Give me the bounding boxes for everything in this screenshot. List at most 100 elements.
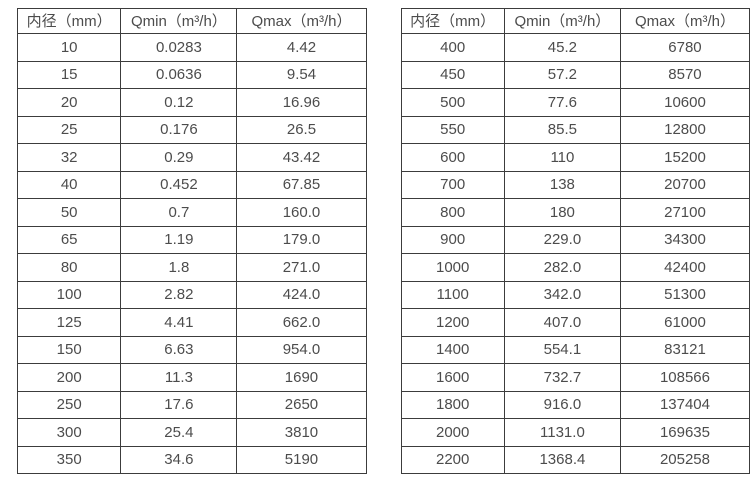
table-cell: 42400 (619, 253, 750, 282)
column-header: 内径（mm） (16, 8, 122, 34)
table-cell: 26.5 (236, 115, 367, 144)
table-cell: 85.5 (503, 115, 621, 144)
table-cell: 2650 (236, 390, 367, 419)
table-row: 80 1.8 271.0 (16, 253, 367, 282)
table-cell: 1690 (236, 363, 367, 392)
table-cell: 57.2 (503, 60, 621, 89)
table-row: 1000 282.0 42400 (400, 253, 750, 282)
table-cell: 0.452 (120, 170, 238, 199)
table-cell: 20 (16, 88, 122, 117)
table-cell: 83121 (619, 335, 750, 364)
table-cell: 138 (503, 170, 621, 199)
header-row: 内径（mm） Qmin（m³/h） Qmax（m³/h） (16, 8, 367, 34)
table-row: 450 57.2 8570 (400, 60, 750, 89)
table-cell: 732.7 (503, 363, 621, 392)
table-cell: 424.0 (236, 280, 367, 309)
table-cell: 342.0 (503, 280, 621, 309)
table-cell: 662.0 (236, 308, 367, 337)
table-cell: 0.29 (120, 143, 238, 172)
table-cell: 50 (16, 198, 122, 227)
table-row: 1200 407.0 61000 (400, 308, 750, 337)
table-cell: 9.54 (236, 60, 367, 89)
table-cell: 25.4 (120, 418, 238, 447)
table-cell: 17.6 (120, 390, 238, 419)
table-row: 250 17.6 2650 (16, 390, 367, 419)
table-cell: 43.42 (236, 143, 367, 172)
table-row: 400 45.2 6780 (400, 33, 750, 62)
table-cell: 15 (16, 60, 122, 89)
table-cell: 500 (400, 88, 505, 117)
table-cell: 900 (400, 225, 505, 254)
table-cell: 34300 (619, 225, 750, 254)
table-cell: 110 (503, 143, 621, 172)
table-cell: 916.0 (503, 390, 621, 419)
table-cell: 51300 (619, 280, 750, 309)
table-cell: 20700 (619, 170, 750, 199)
table-cell: 34.6 (120, 445, 238, 474)
table-cell: 954.0 (236, 335, 367, 364)
table-row: 15 0.0636 9.54 (16, 60, 367, 89)
table-cell: 125 (16, 308, 122, 337)
table-row: 900 229.0 34300 (400, 225, 750, 254)
table-cell: 11.3 (120, 363, 238, 392)
table-row: 200 11.3 1690 (16, 363, 367, 392)
table-row: 40 0.452 67.85 (16, 170, 367, 199)
table-cell: 400 (400, 33, 505, 62)
table-cell: 77.6 (503, 88, 621, 117)
table-cell: 32 (16, 143, 122, 172)
table-cell: 100 (16, 280, 122, 309)
table-cell: 6780 (619, 33, 750, 62)
table-cell: 0.0283 (120, 33, 238, 62)
table-cell: 0.7 (120, 198, 238, 227)
table-cell: 1800 (400, 390, 505, 419)
table-row: 10 0.0283 4.42 (16, 33, 367, 62)
table-cell: 25 (16, 115, 122, 144)
table-row: 700 138 20700 (400, 170, 750, 199)
flow-spec-table-left: 内径（mm） Qmin（m³/h） Qmax（m³/h） 10 0.0283 4.42 15… (16, 8, 367, 474)
table-row: 20 0.12 16.96 (16, 88, 367, 117)
column-header: Qmax（m³/h） (236, 8, 367, 34)
table-cell: 10 (16, 33, 122, 62)
table-row: 25 0.176 26.5 (16, 115, 367, 144)
table-cell: 205258 (619, 445, 750, 474)
table-cell: 350 (16, 445, 122, 474)
table-cell: 6.63 (120, 335, 238, 364)
column-header: 内径（mm） (400, 8, 505, 34)
table-cell: 3810 (236, 418, 367, 447)
table-cell: 1.8 (120, 253, 238, 282)
table-row: 150 6.63 954.0 (16, 335, 367, 364)
table-cell: 16.96 (236, 88, 367, 117)
table-cell: 2000 (400, 418, 505, 447)
table-cell: 550 (400, 115, 505, 144)
table-row: 50 0.7 160.0 (16, 198, 367, 227)
table-cell: 0.176 (120, 115, 238, 144)
table-cell: 160.0 (236, 198, 367, 227)
table-cell: 300 (16, 418, 122, 447)
table-cell: 271.0 (236, 253, 367, 282)
table-row: 2000 1131.0 169635 (400, 418, 750, 447)
table-cell: 10600 (619, 88, 750, 117)
table-cell: 1368.4 (503, 445, 621, 474)
table-row: 32 0.29 43.42 (16, 143, 367, 172)
table-cell: 67.85 (236, 170, 367, 199)
table-cell: 150 (16, 335, 122, 364)
table-cell: 179.0 (236, 225, 367, 254)
table-cell: 15200 (619, 143, 750, 172)
table-row: 300 25.4 3810 (16, 418, 367, 447)
table-cell: 700 (400, 170, 505, 199)
table-cell: 4.41 (120, 308, 238, 337)
table-cell: 5190 (236, 445, 367, 474)
table-cell: 27100 (619, 198, 750, 227)
column-header: Qmin（m³/h） (120, 8, 238, 34)
table-cell: 108566 (619, 363, 750, 392)
table-cell: 1600 (400, 363, 505, 392)
table-cell: 180 (503, 198, 621, 227)
table-cell: 0.12 (120, 88, 238, 117)
column-header: Qmin（m³/h） (503, 8, 621, 34)
table-cell: 65 (16, 225, 122, 254)
table-cell: 45.2 (503, 33, 621, 62)
table-cell: 407.0 (503, 308, 621, 337)
table-cell: 554.1 (503, 335, 621, 364)
table-cell: 169635 (619, 418, 750, 447)
